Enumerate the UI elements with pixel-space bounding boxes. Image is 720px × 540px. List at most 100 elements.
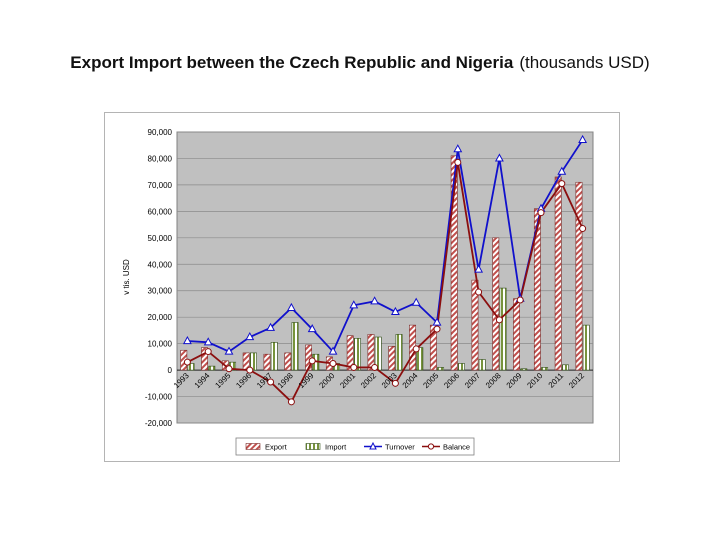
bar-export [533, 208, 541, 371]
marker-balance [308, 357, 316, 365]
marker-balance [204, 348, 212, 356]
bar-import [270, 342, 278, 371]
bar-import [416, 347, 424, 371]
y-tick-label: -20,000 [145, 419, 173, 428]
y-tick-label: 20,000 [148, 313, 173, 322]
bar-export [263, 353, 271, 371]
y-axis: -20,000 -10,000 0 10,000 20,000 30,000 40,000 5… [145, 128, 173, 428]
legend-marker-balance [427, 443, 435, 450]
marker-turnover [203, 337, 213, 346]
bar-export [575, 181, 583, 371]
legend-label-export: Export [265, 443, 288, 452]
title-subtitle: (thousands USD) [519, 53, 650, 72]
legend-swatch-import [305, 443, 321, 450]
marker-balance [475, 288, 483, 296]
y-tick-label: 60,000 [148, 207, 173, 216]
bar-series [180, 155, 590, 371]
marker-turnover [349, 300, 359, 309]
marker-balance [246, 366, 254, 374]
bar-import [437, 367, 445, 371]
marker-balance [287, 398, 295, 406]
line-balance [186, 162, 584, 404]
y-tick-label: 90,000 [148, 128, 173, 137]
marker-balance [433, 325, 441, 333]
legend-swatch-export [245, 443, 261, 450]
marker-balance [350, 363, 358, 371]
y-tick-label: -10,000 [145, 393, 173, 402]
legend: Export Import Turnover Balance [235, 437, 475, 456]
legend-label-import: Import [325, 443, 347, 452]
marker-balance [225, 365, 233, 373]
line-series [182, 134, 588, 406]
bar-export [471, 279, 479, 371]
marker-turnover [286, 302, 296, 312]
bar-export [284, 352, 292, 371]
legend-label-balance: Balance [443, 443, 470, 452]
legend-box [235, 437, 475, 456]
marker-turnover [266, 322, 276, 331]
chart: -20,000 -10,000 0 10,000 20,000 30,000 40,000 5… [122, 128, 594, 456]
marker-turnover [474, 264, 484, 273]
chart-frame: -20,000 -10,000 0 10,000 20,000 30,000 40,000 5… [104, 112, 620, 462]
bar-import [478, 359, 486, 371]
marker-turnover [245, 331, 255, 341]
marker-turnover [307, 324, 317, 333]
marker-balance [267, 378, 275, 386]
marker-turnover [328, 346, 338, 355]
legend-label-turnover: Turnover [385, 443, 415, 452]
bar-import [395, 334, 403, 371]
bar-import [541, 367, 549, 371]
marker-turnover [578, 134, 588, 144]
marker-balance [391, 379, 399, 387]
marker-turnover [557, 166, 567, 175]
marker-turnover [224, 346, 234, 355]
y-tick-label: 70,000 [148, 181, 173, 190]
marker-balance [183, 358, 191, 366]
marker-turnover [182, 335, 192, 345]
bar-export [201, 347, 208, 371]
marker-turnover [390, 306, 400, 315]
bar-import [208, 365, 216, 371]
bar-export [554, 176, 562, 371]
page-title: Export Import between the Czech Republic… [0, 53, 720, 73]
bar-import [582, 324, 590, 371]
marker-turnover [370, 296, 380, 305]
bar-import [457, 363, 465, 371]
bar-import [187, 363, 195, 371]
title-main: Export Import between the Czech Republic… [70, 53, 514, 72]
marker-balance [516, 296, 524, 304]
marker-balance [329, 359, 337, 367]
legend-marker-turnover [369, 441, 377, 450]
bar-import [354, 338, 361, 371]
bar-export [492, 237, 500, 371]
bar-export [513, 298, 520, 371]
bar-import [499, 287, 507, 371]
bar-export [450, 155, 458, 371]
y-tick-label: 80,000 [148, 154, 173, 163]
marker-balance [495, 316, 503, 324]
y-axis-label: v tis. USD [122, 259, 131, 295]
marker-balance [412, 345, 420, 353]
y-tick-label: 30,000 [148, 287, 173, 296]
marker-turnover [411, 297, 421, 306]
bar-import [250, 352, 257, 371]
marker-balance [579, 225, 587, 233]
y-tick-label: 40,000 [148, 260, 173, 269]
bar-export [346, 335, 354, 371]
marker-balance [454, 158, 462, 166]
bar-import [520, 368, 528, 371]
marker-turnover [494, 153, 504, 162]
marker-balance [371, 363, 379, 371]
y-tick-label: 10,000 [148, 340, 173, 349]
marker-balance [537, 209, 545, 217]
line-turnover [187, 139, 584, 354]
marker-turnover [432, 317, 442, 326]
marker-balance [558, 180, 566, 188]
gridlines [177, 131, 593, 424]
bar-export [367, 334, 375, 371]
y-tick-label: 0 [168, 366, 173, 375]
y-tick-label: 50,000 [148, 234, 173, 243]
marker-turnover [453, 144, 463, 153]
bar-export [388, 345, 396, 371]
bar-import [291, 322, 299, 371]
